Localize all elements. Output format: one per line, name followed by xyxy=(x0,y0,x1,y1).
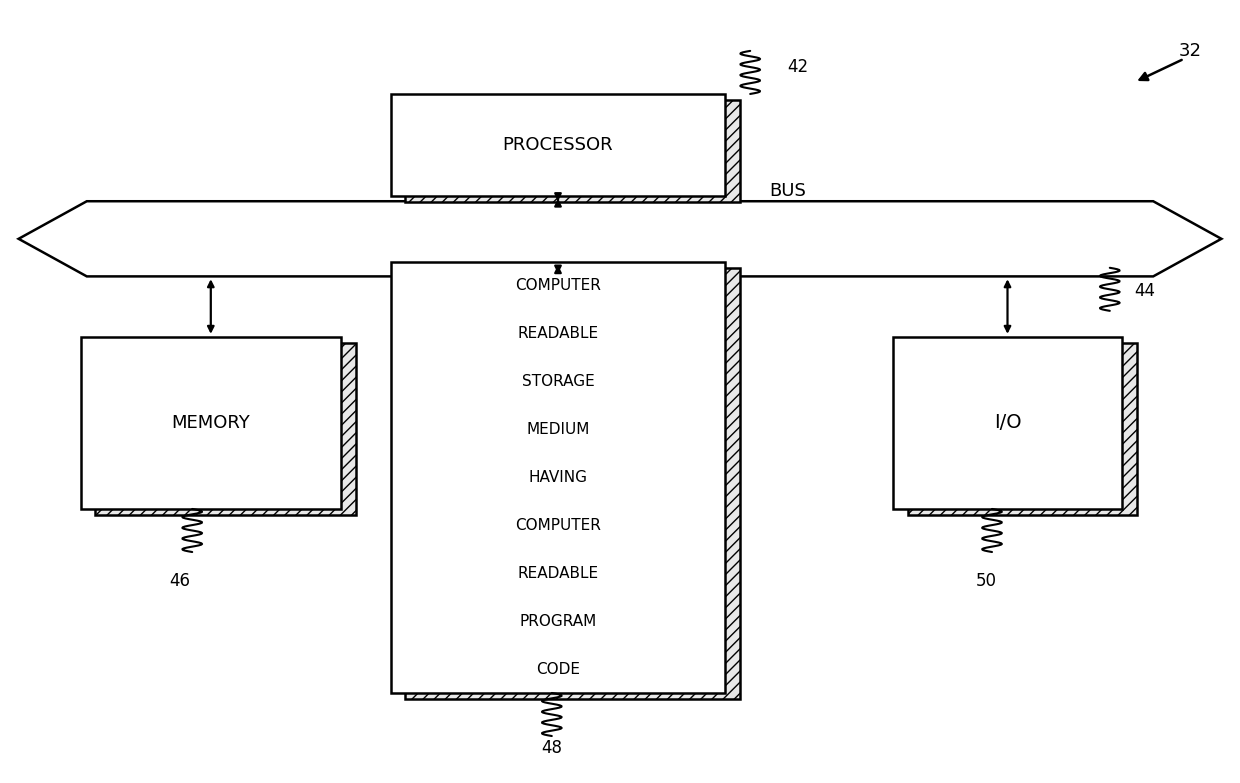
Text: CODE: CODE xyxy=(536,662,580,677)
Text: COMPUTER: COMPUTER xyxy=(515,278,601,294)
Text: 50: 50 xyxy=(976,572,996,590)
Text: HAVING: HAVING xyxy=(528,470,588,485)
Text: 32: 32 xyxy=(1179,42,1202,60)
Text: BUS: BUS xyxy=(769,182,806,200)
Text: READABLE: READABLE xyxy=(517,566,599,581)
Text: READABLE: READABLE xyxy=(517,327,599,341)
Bar xyxy=(391,94,725,196)
Text: I/O: I/O xyxy=(993,413,1022,432)
Text: 42: 42 xyxy=(787,58,808,75)
Text: MEDIUM: MEDIUM xyxy=(526,422,590,437)
Bar xyxy=(391,262,725,693)
Text: COMPUTER: COMPUTER xyxy=(515,518,601,533)
Bar xyxy=(95,343,356,515)
Bar xyxy=(81,337,341,509)
Polygon shape xyxy=(19,201,1221,276)
Text: PROCESSOR: PROCESSOR xyxy=(502,136,614,153)
Bar xyxy=(405,269,740,699)
Bar xyxy=(893,337,1122,509)
Text: 48: 48 xyxy=(542,739,562,756)
Text: STORAGE: STORAGE xyxy=(522,374,594,389)
Bar xyxy=(405,100,740,202)
Text: MEMORY: MEMORY xyxy=(171,414,250,431)
Text: 44: 44 xyxy=(1135,283,1156,300)
Text: PROGRAM: PROGRAM xyxy=(520,614,596,629)
Text: 46: 46 xyxy=(170,572,190,590)
Bar xyxy=(908,343,1137,515)
